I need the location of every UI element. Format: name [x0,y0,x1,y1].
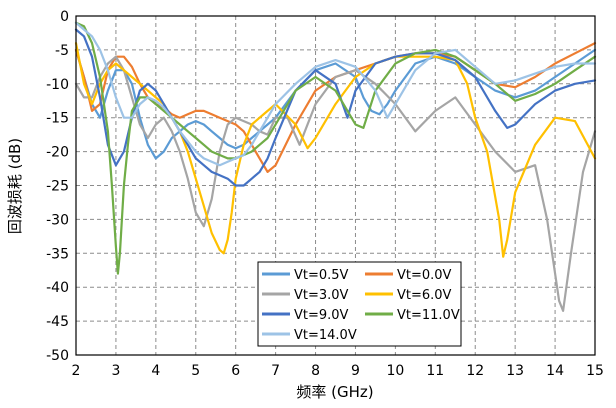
y-tick-label: -35 [46,246,69,262]
legend-label: Vt=3.0V [294,288,349,303]
x-tick-labels: 2 3 4 5 6 7 8 9 10 11 12 13 14 15 [72,363,604,379]
y-tick-label: -20 [46,145,69,161]
x-tick-label: 3 [111,363,120,379]
x-tick-label: 14 [546,363,564,379]
y-tick-label: -5 [55,43,69,59]
y-tick-label: -15 [46,111,69,127]
x-tick-label: 15 [586,363,604,379]
x-tick-label: 12 [466,363,484,379]
legend-label: Vt=14.0V [294,328,357,343]
y-tick-label: -45 [46,314,69,330]
series-lines [74,21,597,312]
plot-frame [75,15,596,356]
x-tick-label: 7 [271,363,280,379]
y-tick-label: -50 [46,348,69,364]
legend-label: Vt=0.0V [397,268,452,283]
legend-label: Vt=6.0V [397,288,452,303]
x-tick-label: 8 [311,363,320,379]
x-tick-label: 5 [191,363,200,379]
y-tick-label: -10 [46,77,69,93]
x-tick-label: 4 [151,363,160,379]
legend-label: Vt=11.0V [397,308,460,323]
x-tick-label: 13 [506,363,524,379]
y-tick-label: -30 [46,212,69,228]
series-line-0 [74,48,597,160]
series-line-4 [74,28,597,187]
y-tick-label: -40 [46,280,69,296]
x-tick-label: 9 [351,363,360,379]
y-tick-labels: 0 -5 -10 -15 -20 -25 -30 -35 -40 -45 -50 [46,9,69,364]
series-line-6 [74,21,597,167]
legend-box [257,261,462,347]
y-axis-title: 回波损耗 (dB) [6,138,24,234]
legend-label: Vt=0.5V [294,268,349,283]
y-tick-label: -25 [46,179,69,195]
x-tick-label: 6 [231,363,240,379]
x-tick-label: 10 [386,363,404,379]
x-tick-label: 11 [426,363,444,379]
legend-label: Vt=9.0V [294,308,349,323]
legend: Vt=0.5V Vt=0.0V Vt=3.0V Vt=6.0V Vt=9.0V Vt=11… [257,261,462,347]
series-line-3 [74,41,597,258]
y-tick-label: 0 [60,9,69,25]
x-tick-label: 2 [72,363,81,379]
x-axis-title: 频率 (GHz) [296,383,373,401]
